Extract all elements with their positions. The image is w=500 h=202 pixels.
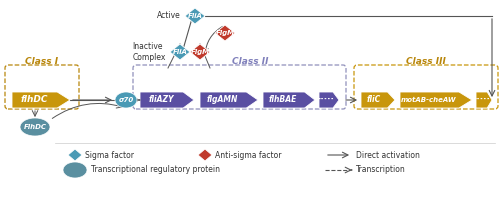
Text: Anti-sigma factor: Anti-sigma factor <box>215 150 282 160</box>
Polygon shape <box>263 92 315 108</box>
Text: Sigma factor: Sigma factor <box>85 150 134 160</box>
Ellipse shape <box>63 162 87 178</box>
Text: Transcription: Transcription <box>356 165 406 175</box>
Polygon shape <box>68 149 82 161</box>
Text: flhBAE: flhBAE <box>269 96 298 104</box>
Text: Class I: Class I <box>26 57 58 65</box>
Text: ·····: ····· <box>318 96 334 104</box>
Polygon shape <box>140 92 194 108</box>
Ellipse shape <box>115 92 137 108</box>
Polygon shape <box>190 44 210 60</box>
Text: flhDC: flhDC <box>20 96 48 104</box>
Text: motAB-cheAW: motAB-cheAW <box>401 97 456 103</box>
Polygon shape <box>185 8 205 24</box>
Polygon shape <box>198 149 212 161</box>
Text: Active: Active <box>157 12 181 20</box>
Text: FliA: FliA <box>172 49 188 55</box>
Text: flgAMN: flgAMN <box>207 96 238 104</box>
Text: FlhDC: FlhDC <box>24 124 46 130</box>
Polygon shape <box>361 92 395 108</box>
Polygon shape <box>12 92 70 108</box>
Polygon shape <box>215 25 235 41</box>
Text: Transcriptional regulatory protein: Transcriptional regulatory protein <box>91 165 220 175</box>
Text: σ70: σ70 <box>118 97 134 103</box>
Text: Inactive
Complex: Inactive Complex <box>132 42 166 62</box>
Polygon shape <box>170 44 190 60</box>
Text: Direct activation: Direct activation <box>356 150 420 160</box>
Text: FliA: FliA <box>188 13 202 19</box>
Polygon shape <box>319 92 339 108</box>
Polygon shape <box>200 92 258 108</box>
Text: Class III: Class III <box>406 57 446 65</box>
Text: FlgM: FlgM <box>216 30 234 36</box>
Polygon shape <box>400 92 472 108</box>
Text: ·····: ····· <box>473 96 490 104</box>
Text: FlgM: FlgM <box>190 49 210 55</box>
Polygon shape <box>476 92 492 108</box>
Ellipse shape <box>20 118 50 136</box>
Text: fliAZY: fliAZY <box>148 96 174 104</box>
Text: Class II: Class II <box>232 57 268 65</box>
Text: fliC: fliC <box>367 96 381 104</box>
